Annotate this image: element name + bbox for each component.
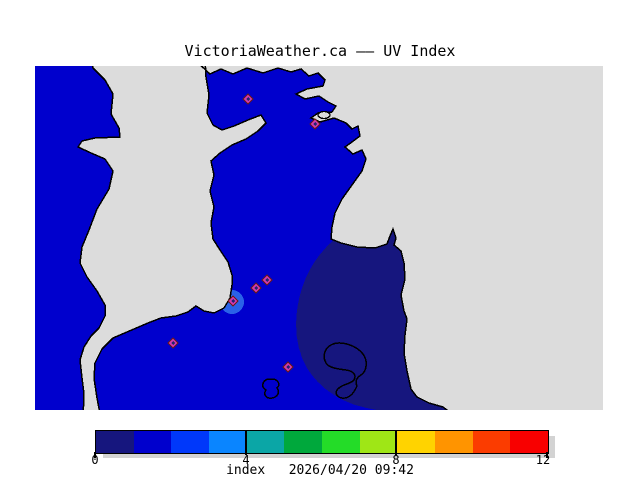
tick-stub-0: [94, 452, 96, 458]
colorbar-segment-11: [510, 431, 549, 453]
map-image: [35, 66, 603, 410]
station-marker-center-0: [246, 97, 250, 101]
tick-line-4: [244, 430, 247, 455]
colorbar-caption: index 2026/04/20 09:42: [226, 463, 414, 478]
colorbar-segment-4: [246, 431, 285, 453]
station-marker-center-4: [231, 299, 235, 303]
colorbar: [95, 430, 549, 454]
tick-line-8: [395, 430, 398, 455]
tick-label-8: 8: [392, 453, 400, 467]
station-marker-center-5: [171, 341, 175, 345]
colorbar-segment-8: [397, 431, 436, 453]
colorbar-segment-6: [322, 431, 360, 453]
colorbar-segment-7: [359, 431, 398, 453]
colorbar-segment-10: [472, 431, 511, 453]
colorbar-segment-0: [96, 431, 134, 453]
station-marker-center-1: [313, 122, 317, 126]
stations-group: [167, 93, 321, 373]
tick-label-0: 0: [91, 453, 99, 467]
station-marker-center-2: [265, 278, 269, 282]
coastline: [200, 66, 449, 410]
colorbar-segment-2: [171, 431, 210, 453]
channel-island: [317, 110, 331, 120]
station-marker-center-6: [286, 365, 290, 369]
island-outline-small: [262, 378, 280, 399]
inlet-water: [76, 66, 267, 410]
colorbar-segment-9: [435, 431, 473, 453]
tick-stub-12: [546, 452, 548, 458]
colorbar-segment-3: [209, 431, 247, 453]
tick-label-12: 12: [535, 453, 551, 467]
island-outline-large: [323, 342, 367, 399]
colorbar-segment-1: [133, 431, 172, 453]
page-title: VictoriaWeather.ca –– UV Index: [184, 42, 456, 60]
map-svg: [35, 66, 603, 410]
station-marker-center-3: [254, 286, 258, 290]
tick-label-4: 4: [242, 453, 250, 467]
colorbar-segment-5: [284, 431, 323, 453]
